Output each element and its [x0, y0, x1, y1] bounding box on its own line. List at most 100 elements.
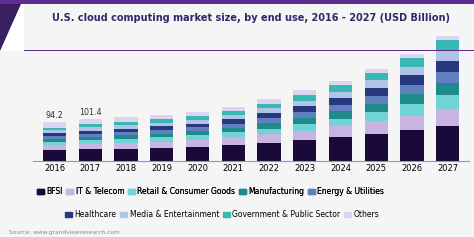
Bar — [222, 119, 245, 123]
Bar — [150, 127, 173, 130]
Bar — [329, 127, 352, 137]
Bar — [293, 95, 317, 100]
Bar — [186, 116, 209, 120]
Text: 101.4: 101.4 — [79, 108, 101, 117]
Bar — [186, 123, 209, 127]
Bar — [436, 61, 459, 72]
Bar — [43, 136, 66, 139]
Bar — [222, 132, 245, 137]
Bar — [115, 143, 138, 149]
Bar — [186, 112, 209, 116]
Bar — [222, 123, 245, 128]
Bar — [115, 128, 138, 132]
Bar — [436, 51, 459, 61]
Bar — [365, 121, 388, 134]
Bar — [257, 123, 281, 128]
Bar — [293, 112, 317, 118]
Legend: BFSI, IT & Telecom, Retail & Consumer Goods, Manufacturing, Energy & Utilities: BFSI, IT & Telecom, Retail & Consumer Go… — [37, 187, 384, 196]
Bar — [257, 113, 281, 118]
Bar — [150, 141, 173, 148]
Bar — [43, 150, 66, 161]
Bar — [365, 104, 388, 112]
Bar — [43, 130, 66, 133]
Bar — [329, 98, 352, 105]
Bar — [222, 107, 245, 111]
Bar — [257, 104, 281, 109]
Bar — [293, 131, 317, 140]
Bar — [150, 148, 173, 161]
Bar — [186, 140, 209, 146]
Bar — [222, 137, 245, 145]
Bar — [365, 73, 388, 80]
Bar — [115, 117, 138, 122]
Bar — [222, 111, 245, 115]
Bar — [401, 116, 424, 130]
Bar — [43, 133, 66, 136]
Bar — [329, 92, 352, 98]
Bar — [150, 119, 173, 123]
Bar — [401, 67, 424, 75]
Bar — [43, 139, 66, 142]
Legend: Healthcare, Media & Entertainment, Government & Public Sector, Others: Healthcare, Media & Entertainment, Gover… — [65, 210, 379, 219]
Bar — [150, 123, 173, 127]
Bar — [365, 134, 388, 161]
Bar — [186, 135, 209, 140]
Bar — [436, 36, 459, 40]
Bar — [436, 96, 459, 109]
Bar — [150, 137, 173, 141]
Bar — [222, 145, 245, 161]
Bar — [186, 131, 209, 135]
Bar — [79, 137, 102, 140]
Bar — [257, 134, 281, 143]
Bar — [365, 69, 388, 73]
Bar — [115, 122, 138, 125]
Bar — [401, 75, 424, 85]
Bar — [115, 135, 138, 139]
Bar — [293, 100, 317, 106]
Bar — [401, 130, 424, 161]
Bar — [115, 125, 138, 128]
Bar — [115, 149, 138, 161]
Bar — [365, 112, 388, 121]
Bar — [79, 127, 102, 131]
Bar — [329, 137, 352, 161]
Bar — [79, 134, 102, 137]
Bar — [150, 130, 173, 134]
Bar — [257, 99, 281, 104]
Bar — [293, 91, 317, 95]
Bar — [329, 86, 352, 92]
Bar — [436, 72, 459, 83]
Bar — [186, 146, 209, 161]
Bar — [329, 81, 352, 86]
Bar — [293, 140, 317, 161]
Bar — [257, 118, 281, 123]
Bar — [79, 140, 102, 144]
Bar — [115, 139, 138, 143]
Bar — [186, 127, 209, 131]
Bar — [293, 124, 317, 131]
Bar — [401, 85, 424, 94]
Polygon shape — [0, 4, 21, 51]
Bar — [436, 109, 459, 126]
Bar — [436, 83, 459, 96]
Bar — [293, 118, 317, 124]
Bar — [329, 111, 352, 118]
Bar — [150, 115, 173, 119]
Text: 94.2: 94.2 — [46, 111, 64, 120]
Bar — [365, 80, 388, 88]
Bar — [401, 54, 424, 58]
Bar — [115, 132, 138, 135]
Bar — [293, 106, 317, 112]
Bar — [79, 131, 102, 134]
Bar — [43, 128, 66, 130]
Bar — [79, 119, 102, 124]
Bar — [150, 134, 173, 137]
Bar — [222, 115, 245, 119]
Bar — [43, 142, 66, 145]
Bar — [401, 94, 424, 104]
Bar — [257, 109, 281, 113]
Bar — [79, 150, 102, 161]
Bar — [43, 122, 66, 128]
Text: Source: www.grandviewresearch.com: Source: www.grandviewresearch.com — [9, 230, 120, 235]
Bar — [436, 40, 459, 51]
